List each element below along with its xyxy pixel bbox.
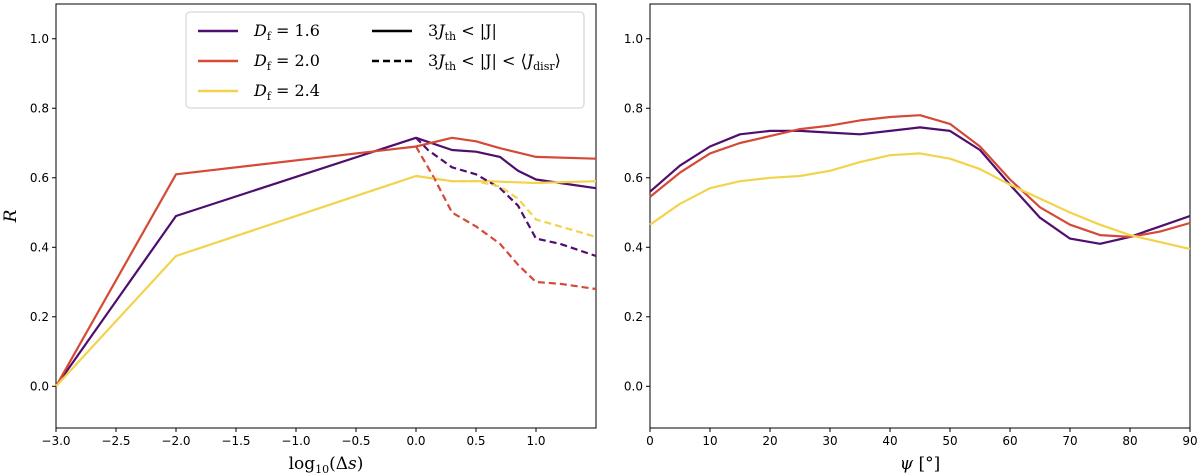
- y-tick-label: 0.4: [30, 240, 49, 254]
- x-tick-label: −0.5: [341, 434, 370, 448]
- x-tick-label: 10: [702, 434, 717, 448]
- series-line: [649, 126, 1191, 245]
- x-tick-label: 40: [882, 434, 897, 448]
- legend-label: Df = 1.6: [253, 21, 320, 43]
- right-series-lines: [649, 114, 1191, 251]
- right-plot-frame: [649, 3, 1191, 429]
- series-line: [55, 174, 597, 388]
- y-tick-label: 0.8: [624, 101, 643, 115]
- legend-entry: Df = 1.6: [198, 21, 320, 43]
- left-axis-ticks: −3.0 −2.5 −2.0 −1.5 −1.0 −0.5 0.0 0.5 1.0 0.0 0.2 0…: [30, 32, 546, 448]
- legend: Df = 1.6 3Jth < |J| Df = 2.0 3Jth < |J| < ⟨…: [185, 11, 585, 109]
- right-axis-ticks: 0 10 20 30 40 50 60 70 80 90 0.0 0.2 0.4 0.6 0.8 1.0: [624, 32, 1198, 448]
- y-tick-label: 0.6: [30, 171, 49, 185]
- legend-label: 3Jth < |J| < ⟨Jdisr⟩: [428, 51, 561, 73]
- right-x-axis-label: ψ [°]: [900, 454, 941, 474]
- legend-entry: 3Jth < |J|: [372, 21, 497, 43]
- x-tick-label: −3.0: [41, 434, 70, 448]
- x-tick-label: −1.5: [221, 434, 250, 448]
- x-tick-label: 60: [1002, 434, 1017, 448]
- y-tick-label: 0.2: [30, 310, 49, 324]
- y-tick-label: 0.8: [30, 101, 49, 115]
- legend-entry: 3Jth < |J| < ⟨Jdisr⟩: [372, 51, 561, 73]
- y-tick-label: 1.0: [30, 32, 49, 46]
- x-tick-label: 20: [762, 434, 777, 448]
- x-tick-label: 70: [1062, 434, 1077, 448]
- y-tick-label: 0.0: [30, 379, 49, 393]
- left-x-axis-label: log10(Δs): [289, 454, 364, 475]
- right-panel: 0 10 20 30 40 50 60 70 80 90 0.0 0.2 0.4 0.6 0.8 1.0 ψ …: [624, 3, 1198, 474]
- series-line: [55, 136, 597, 387]
- legend-label: 3Jth < |J|: [428, 21, 497, 43]
- left-y-axis-label: R: [1, 209, 21, 223]
- legend-entry: Df = 2.0: [198, 51, 320, 73]
- series-line: [55, 136, 597, 387]
- x-tick-label: 90: [1182, 434, 1197, 448]
- x-tick-label: 1.0: [526, 434, 545, 448]
- series-line: [649, 114, 1191, 238]
- series-line: [415, 145, 597, 291]
- series-line: [649, 152, 1191, 251]
- legend-label: Df = 2.4: [253, 81, 320, 103]
- x-tick-label: 0.5: [466, 434, 485, 448]
- left-x-axis-label-subscript: 10: [315, 463, 329, 475]
- y-tick-label: 0.0: [624, 379, 643, 393]
- x-tick-label: −2.0: [161, 434, 190, 448]
- x-tick-label: −2.5: [101, 434, 130, 448]
- y-tick-label: 0.2: [624, 310, 643, 324]
- y-tick-label: 0.4: [624, 240, 643, 254]
- y-tick-label: 0.6: [624, 171, 643, 185]
- left-panel: −3.0 −2.5 −2.0 −1.5 −1.0 −0.5 0.0 0.5 1.0 0.0 0.2 0…: [1, 3, 597, 475]
- x-tick-label: 0.0: [406, 434, 425, 448]
- x-tick-label: 80: [1122, 434, 1137, 448]
- x-tick-label: 50: [942, 434, 957, 448]
- legend-entry: Df = 2.4: [198, 81, 320, 103]
- y-tick-label: 1.0: [624, 32, 643, 46]
- x-tick-label: 0: [646, 434, 654, 448]
- x-tick-label: 30: [822, 434, 837, 448]
- series-line: [415, 137, 597, 258]
- series-line: [415, 174, 597, 238]
- legend-label: Df = 2.0: [253, 51, 320, 73]
- x-tick-label: −1.0: [281, 434, 310, 448]
- left-plot-frame: [55, 3, 597, 429]
- left-series-lines: [55, 136, 597, 388]
